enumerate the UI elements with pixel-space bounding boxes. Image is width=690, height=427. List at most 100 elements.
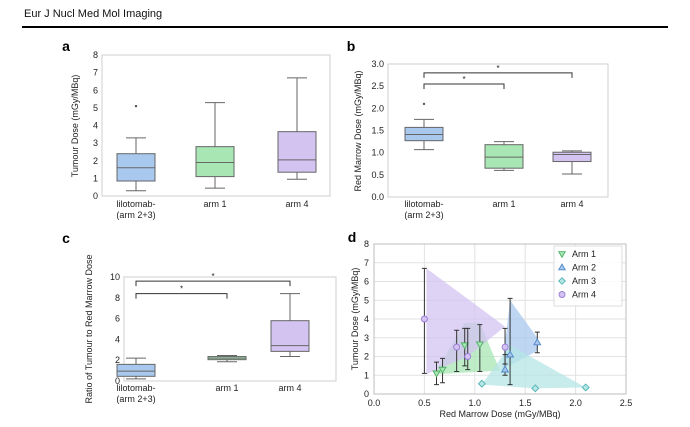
y-tick-label-d: 1 <box>364 370 369 380</box>
y-tick-label-b: 3.0 <box>371 59 384 69</box>
x-tick-label-d: 1.5 <box>519 398 532 408</box>
category-label-b: (arm 2+3) <box>404 210 443 220</box>
plot-frame-c <box>123 276 337 382</box>
legend-marker-arm-4 <box>558 291 566 298</box>
data-point-arm-2 <box>505 350 515 358</box>
plot-frame-a <box>101 54 331 197</box>
panel-letter-b: b <box>347 38 356 54</box>
y-tick-label-d: 6 <box>364 277 369 287</box>
box-a <box>195 146 235 178</box>
data-point-arm-1 <box>460 342 469 350</box>
outlier-point-b <box>422 102 426 106</box>
data-point-arm-3 <box>477 379 486 388</box>
data-point-arm-3 <box>531 384 540 393</box>
y-tick-label-c: 10 <box>110 272 120 282</box>
legend-marker-arm-3 <box>558 277 566 285</box>
data-point-arm-4 <box>464 353 472 360</box>
y-axis-title-d: Tumour Dose (mGy/MBq) <box>350 268 360 371</box>
data-point-arm-1 <box>432 370 441 378</box>
category-label-a: (arm 2+3) <box>116 210 155 220</box>
x-axis-title-d: Red Marrow Dose (mGy/MBq) <box>439 409 560 419</box>
y-tick-label-a: 1 <box>93 173 98 183</box>
significance-bracket-c <box>135 280 291 287</box>
y-tick-label-a: 2 <box>93 156 98 166</box>
category-label-b: arm 1 <box>492 199 515 209</box>
y-tick-label-d: 3 <box>364 333 369 343</box>
category-label-c: lilotomab- <box>116 383 155 393</box>
x-tick-label-d: 1.0 <box>469 398 482 408</box>
y-tick-label-d: 2 <box>364 352 369 362</box>
legend-marker-arm-2 <box>557 263 567 271</box>
data-point-arm-4 <box>453 343 461 351</box>
header-rule <box>22 26 668 28</box>
y-tick-label-c: 6 <box>115 314 120 324</box>
significance-bracket-b <box>423 83 505 89</box>
y-tick-label-d: 5 <box>364 295 369 305</box>
significance-bracket-b <box>423 72 573 78</box>
hull-arm-4 <box>426 268 506 375</box>
category-label-a: lilotomab- <box>116 199 155 209</box>
box-b <box>484 144 524 169</box>
legend-label-arm-1: Arm 1 <box>572 249 596 259</box>
panel-letter-c: c <box>62 230 70 246</box>
category-label-c: arm 4 <box>278 383 301 393</box>
y-tick-label-a: 4 <box>93 121 98 131</box>
box-c <box>116 363 156 377</box>
category-label-c: (arm 2+3) <box>116 394 155 404</box>
y-tick-label-b: 0.0 <box>371 192 384 202</box>
category-label-b: arm 4 <box>560 199 583 209</box>
y-tick-label-b: 0.5 <box>371 170 384 180</box>
plot-frame-d <box>373 243 627 395</box>
x-tick-label-d: 0.0 <box>368 398 381 408</box>
data-point-arm-3 <box>581 383 590 392</box>
legend-label-arm-4: Arm 4 <box>572 290 596 300</box>
y-tick-label-d: 8 <box>364 239 369 249</box>
x-tick-label-d: 2.5 <box>620 398 633 408</box>
panel-letter-a: a <box>62 38 70 54</box>
y-tick-label-d: 4 <box>364 314 369 324</box>
plot-frame-b <box>387 63 609 198</box>
legend-label-arm-2: Arm 2 <box>572 263 596 273</box>
y-tick-label-a: 8 <box>93 50 98 60</box>
box-c <box>270 320 310 352</box>
data-point-arm-4 <box>501 343 509 351</box>
y-tick-label-b: 2.5 <box>371 81 384 91</box>
y-tick-label-c: 0 <box>115 376 120 386</box>
significance-star-c: * <box>180 285 183 294</box>
category-label-a: arm 4 <box>285 199 308 209</box>
x-tick-label-d: 0.5 <box>418 398 431 408</box>
y-axis-title-b: Red Marrow Dose (mGy/MBq) <box>353 70 363 191</box>
y-tick-label-c: 4 <box>115 334 120 344</box>
box-a <box>277 131 317 173</box>
y-tick-label-c: 2 <box>115 355 120 365</box>
y-tick-label-a: 6 <box>93 85 98 95</box>
y-tick-label-b: 2.0 <box>371 103 384 113</box>
y-tick-label-a: 3 <box>93 138 98 148</box>
y-tick-label-b: 1.0 <box>371 148 384 158</box>
legend-marker-arm-1 <box>557 251 567 259</box>
data-point-arm-4 <box>420 315 428 323</box>
y-tick-label-b: 1.5 <box>371 126 384 136</box>
journal-header: Eur J Nucl Med Mol Imaging <box>24 8 163 20</box>
significance-bracket-c <box>135 293 228 299</box>
panel-letter-d: d <box>348 229 357 245</box>
y-tick-label-d: 0 <box>364 389 369 399</box>
y-tick-label-a: 7 <box>93 68 98 78</box>
significance-star-c: * <box>211 272 214 281</box>
y-tick-label-d: 7 <box>364 258 369 268</box>
significance-star-b: * <box>496 64 499 73</box>
x-tick-label-d: 2.0 <box>569 398 582 408</box>
significance-star-b: * <box>462 75 465 84</box>
data-point-arm-2 <box>500 365 510 373</box>
y-axis-title-c: Ratio of Tumour to Red Marrow Dose <box>84 254 94 403</box>
category-label-a: arm 1 <box>203 199 226 209</box>
data-point-arm-1 <box>475 341 485 349</box>
box-b <box>552 151 592 163</box>
y-axis-title-a: Tumour Dose (mGy/MBq) <box>70 75 80 178</box>
y-tick-label-a: 0 <box>93 191 98 201</box>
outlier-point-a <box>134 104 138 108</box>
legend-label-arm-3: Arm 3 <box>572 276 596 286</box>
category-label-c: arm 1 <box>215 383 238 393</box>
y-tick-label-c: 8 <box>115 293 120 303</box>
